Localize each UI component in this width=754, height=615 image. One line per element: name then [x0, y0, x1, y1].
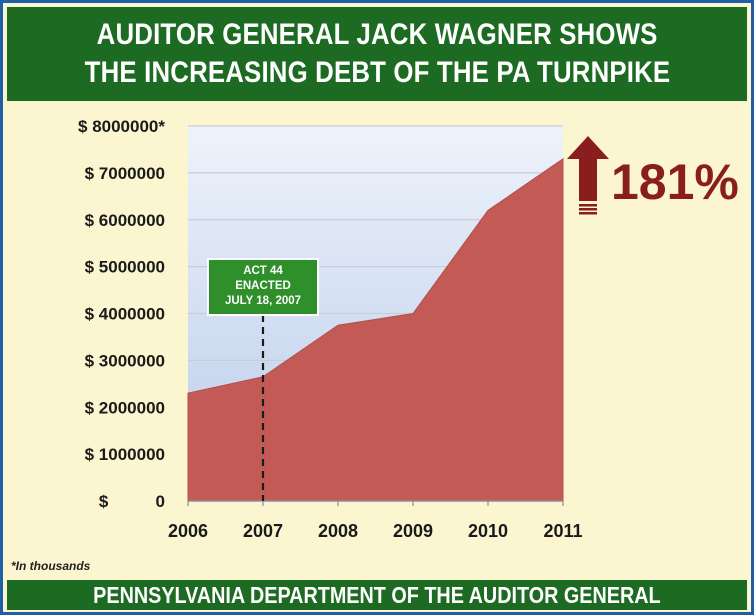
- y-tick-label: $ 7000000: [85, 164, 165, 183]
- y-tick-label: $ 2000000: [85, 398, 165, 417]
- x-tick-label: 2007: [243, 521, 283, 541]
- act44-callout-text: ACT 44: [243, 265, 283, 277]
- title-banner: AUDITOR GENERAL JACK WAGNER SHOWS THE IN…: [7, 7, 747, 101]
- x-tick-label: 2006: [168, 521, 208, 541]
- footer-text: PENNSYLVANIA DEPARTMENT OF THE AUDITOR G…: [93, 581, 661, 608]
- title-line-1: AUDITOR GENERAL JACK WAGNER SHOWS: [96, 18, 658, 51]
- act44-callout-box: [207, 258, 319, 316]
- x-tick-label: 2009: [393, 521, 433, 541]
- footer-banner: PENNSYLVANIA DEPARTMENT OF THE AUDITOR G…: [7, 580, 747, 610]
- y-tick-label: $ 6000000: [85, 211, 165, 230]
- act44-callout-text: JULY 18, 2007: [225, 295, 301, 307]
- y-tick-label: $ 5000000: [85, 258, 165, 277]
- y-tick-label: $ 8000000*: [78, 117, 165, 136]
- footnote: *In thousands: [11, 559, 91, 573]
- y-tick-label: $ 4000000: [85, 305, 165, 324]
- y-tick-label: $ 1000000: [85, 445, 165, 464]
- title-line-2: THE INCREASING DEBT OF THE PA TURNPIKE: [84, 56, 670, 89]
- debt-area-chart: $ 0 $ 1000000 $ 2000000 $ 3000000 $ 4000000 $…: [78, 117, 739, 541]
- y-tick-label: $ 3000000: [85, 351, 165, 370]
- act44-callout-text: ENACTED: [235, 280, 291, 292]
- x-tick-label: 2010: [468, 521, 508, 541]
- x-tick-label: 2008: [318, 521, 358, 541]
- increase-percent-label: 181%: [611, 154, 739, 210]
- up-arrow-icon: [567, 136, 609, 215]
- y-tick-label: $ 0: [99, 492, 165, 511]
- x-tick-label: 2011: [543, 521, 582, 541]
